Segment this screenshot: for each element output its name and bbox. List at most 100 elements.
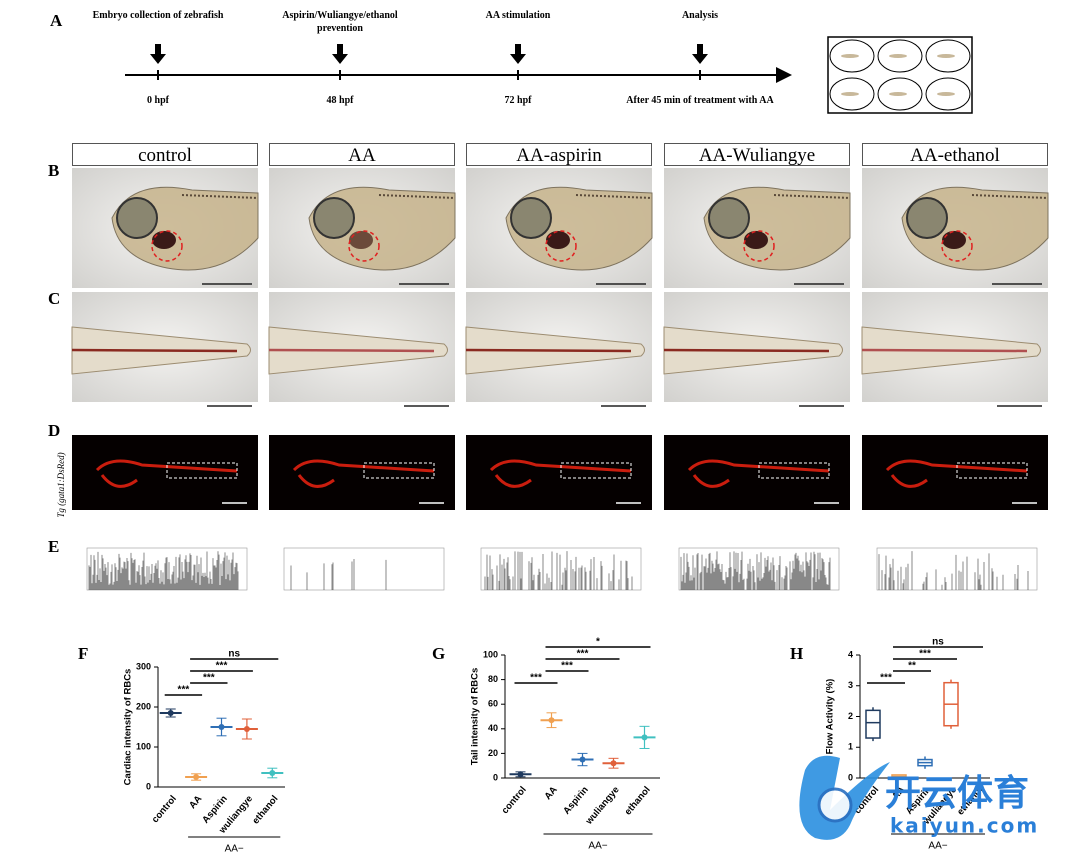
roi-box [956,462,1028,479]
x-tick-label: AA [542,784,559,802]
larva [841,92,859,96]
larva [937,54,955,58]
group-header: AA [269,143,455,166]
timeline-time: 48 hpf [326,95,354,106]
mean-point [641,734,648,741]
roi-box [758,462,830,479]
tail-vessel [861,348,1028,353]
watermark-logo-text: 开云体育 [885,773,1029,814]
group-header: AA-ethanol [862,143,1048,166]
heart [152,231,176,249]
rbc-signal [489,459,632,488]
significance-label: ns [228,649,240,660]
significance-label: *** [178,685,190,696]
heart [546,231,570,249]
larva [889,92,907,96]
activity-frame [283,547,445,591]
heart-outline [743,230,775,262]
timeline-time: 72 hpf [504,95,532,106]
dorsal-line [378,194,456,199]
eye [116,197,158,239]
eye [906,197,948,239]
eye [510,197,552,239]
y-tick-label: 1 [848,742,853,752]
mean-point [517,771,524,778]
x-tick-label: AA [187,793,204,811]
y-axis-label: Flow Activity (%) [825,679,836,755]
rbc-signal [885,459,1028,488]
y-tick-label: 4 [848,649,853,659]
timeline-event: Aspirin/Wuliangye/ethanol prevention [282,10,398,34]
heart [349,231,373,249]
x-tick-label: control [500,784,529,816]
group-label: AA− [225,844,244,855]
fluorescence-image [269,435,455,510]
y-axis-label: Tail intensity of RBCs [470,668,481,765]
dorsal-line [181,194,259,199]
y-tick-label: 2 [848,711,853,721]
panel-label: D [48,421,60,440]
y-tick-label: 0 [146,781,151,791]
larva [937,92,955,96]
fluorescence-image [862,435,1048,510]
roi-box [166,462,238,479]
x-tick-label: Aspirin [561,784,591,816]
transgenic-label: Tg (gata1:DsRed) [56,452,66,517]
y-tick-label: 100 [136,741,151,751]
heart-outline [151,230,183,262]
y-tick-label: 300 [136,661,151,671]
y-tick-label: 80 [488,674,498,684]
mean-point [579,756,586,763]
panel-label: E [48,537,59,556]
timeline-time: 0 hpf [147,95,169,106]
timeline-event: Analysis [681,10,719,21]
y-axis-label: Cardiac intensity of RBCs [123,669,134,786]
dorsal-line [575,194,653,199]
rbc-signal [95,459,238,488]
rbc-signal [687,459,830,488]
significance-label: *** [880,673,892,684]
timeline-event: Embryo collection of zebrafish [92,10,224,21]
significance-label: ns [932,637,944,648]
y-tick-label: 40 [488,723,498,733]
y-tick-label: 3 [848,680,853,690]
mean-point [243,726,250,732]
larva [889,54,907,58]
roi-box [560,462,632,479]
mean-point [193,774,200,780]
eye [313,197,355,239]
x-tick-label: ethanol [623,784,653,817]
down-arrow [332,44,348,64]
tail-vessel [663,348,830,353]
mean-point [167,710,174,716]
y-tick-label: 100 [483,649,498,659]
panel-label: B [48,161,59,180]
significance-label: *** [203,673,215,684]
group-label: AA− [588,841,607,852]
heart-outline [348,230,380,262]
eye [708,197,750,239]
fluorescence-image [466,435,652,510]
y-tick-label: 20 [488,748,498,758]
rbc-signal [292,459,435,488]
mean-point [269,770,276,776]
fluorescence-image [664,435,850,510]
timeline-time: After 45 min of treatment with AA [626,95,774,106]
panel-label: F [78,644,88,663]
down-arrow [692,44,708,64]
y-tick-label: 200 [136,701,151,711]
watermark-ball [817,787,853,823]
significance-label: *** [561,661,573,672]
significance-label: *** [577,649,589,660]
group-header: control [72,143,258,166]
significance-label: *** [919,649,931,660]
dorsal-line [773,194,851,199]
down-arrow [150,44,166,64]
timeline-event: AA stimulation [485,10,551,21]
dorsal-line [971,194,1049,199]
box [865,709,881,739]
tail-vessel [71,348,238,353]
roi-box [363,462,435,479]
